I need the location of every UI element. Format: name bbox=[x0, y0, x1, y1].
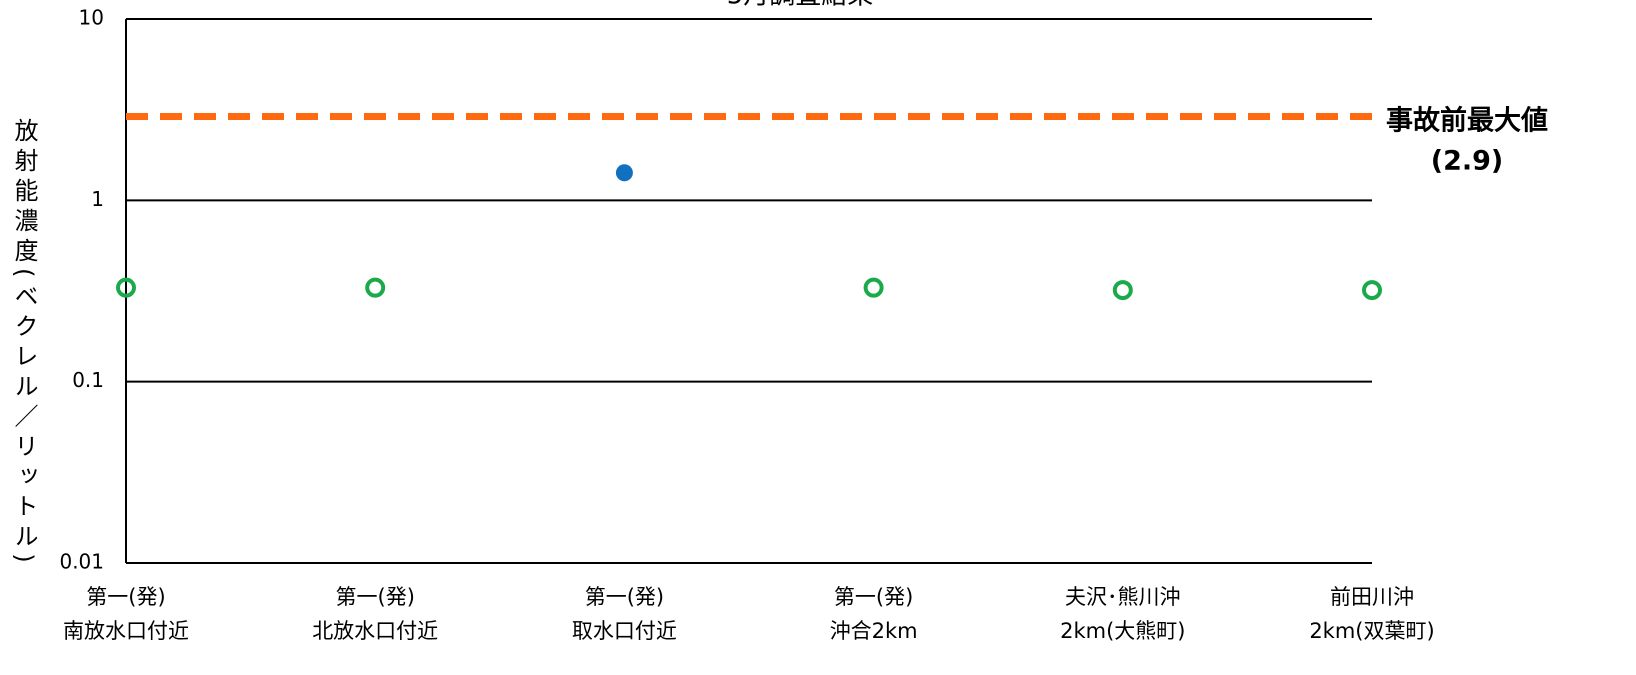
x-tick-label: 前田川沖 bbox=[1330, 585, 1414, 609]
x-tick-label: 夫沢･熊川沖 bbox=[1065, 585, 1181, 609]
x-tick-label: 第一(発) bbox=[585, 585, 664, 609]
point bbox=[615, 164, 633, 182]
y-tick-label: 10 bbox=[79, 6, 104, 30]
point bbox=[863, 277, 884, 298]
y-tick-label: 1 bbox=[91, 187, 104, 211]
point bbox=[1112, 280, 1133, 301]
x-tick-label: 取水口付近 bbox=[572, 619, 677, 643]
chart-title: 5月調査結果 bbox=[727, 0, 874, 11]
x-tick-label: 沖合2km bbox=[830, 619, 918, 643]
point bbox=[116, 277, 136, 298]
y-tick-label: 0.1 bbox=[72, 368, 104, 392]
x-tick-label: 2km(双葉町) bbox=[1309, 619, 1434, 643]
x-tick-label: 2km(大熊町) bbox=[1060, 619, 1185, 643]
x-tick-label: 南放水口付近 bbox=[63, 619, 189, 643]
y-tick-label: 0.01 bbox=[59, 550, 104, 574]
reference-label: (2.9) bbox=[1431, 146, 1504, 177]
x-tick-label: 第一(発) bbox=[336, 585, 415, 609]
x-tick-label: 第一(発) bbox=[834, 585, 913, 609]
y-axis-label: 放射能濃度(ベクレル／リットル) bbox=[10, 118, 38, 569]
x-tick-label: 第一(発) bbox=[86, 585, 165, 609]
point bbox=[365, 277, 386, 298]
point bbox=[1362, 280, 1382, 301]
x-tick-label: 北放水口付近 bbox=[312, 619, 438, 643]
reference-label: 事故前最大値 bbox=[1386, 105, 1548, 137]
